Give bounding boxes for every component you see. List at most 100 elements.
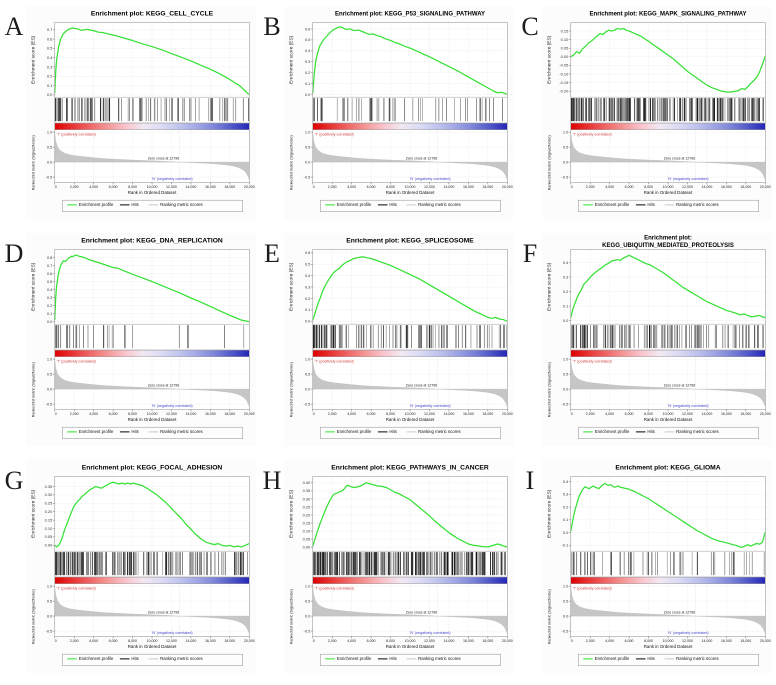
svg-text:4,000: 4,000 — [89, 639, 98, 643]
svg-text:Ranked list metric (Signal2Noi: Ranked list metric (Signal2Noise) — [32, 589, 36, 644]
enrichment-curve — [312, 26, 508, 96]
legend-ranking-metric: Ranking metric scores — [418, 656, 461, 661]
svg-text:0.2: 0.2 — [305, 70, 310, 75]
svg-text:20,000: 20,000 — [244, 412, 255, 416]
positively-correlated-label: 'T' (positively correlated) — [573, 133, 612, 137]
svg-text:0.00: 0.00 — [45, 543, 53, 548]
negatively-correlated-label: 'N' (negatively correlated) — [410, 177, 451, 181]
svg-text:Ranked list metric (Signal2Noi: Ranked list metric (Signal2Noise) — [290, 362, 294, 417]
svg-text:2,000: 2,000 — [328, 185, 337, 189]
svg-text:0.5: 0.5 — [47, 144, 53, 149]
panel-letter: H — [262, 466, 282, 495]
svg-text:0.0: 0.0 — [305, 319, 311, 324]
svg-text:Ranked list metric (Signal2Noi: Ranked list metric (Signal2Noise) — [548, 135, 552, 190]
hits-barcode — [312, 552, 506, 576]
legend: Enrichment profile Hits Ranking metric sco… — [62, 653, 243, 666]
rank-metric-area — [54, 586, 250, 635]
rank-metric-plot: 1.0 0.5 0.0 -0.5 'T' (positively correlated)… — [548, 583, 766, 644]
legend: Enrichment profile Hits Ranking metric sco… — [578, 199, 759, 212]
legend-enrichment-profile: Enrichment profile — [79, 656, 114, 661]
svg-text:0.2: 0.2 — [47, 303, 52, 308]
svg-text:0.0: 0.0 — [47, 92, 53, 97]
panel-letter: C — [521, 12, 539, 41]
zero-cross-label: Zero cross at 12796 — [148, 384, 179, 388]
x-axis-label: Rank in Ordered Dataset — [386, 417, 435, 422]
es-plot: 0.8 0.7 0.6 0.5 0.4 0.3 0.2 0.1 0.0 Enrichment sc… — [31, 249, 250, 325]
svg-text:0.6: 0.6 — [47, 271, 52, 276]
zero-cross-label: Zero cross at 12796 — [406, 157, 437, 161]
svg-text:0.0: 0.0 — [563, 159, 569, 164]
zero-cross-label: Zero cross at 12796 — [664, 157, 695, 161]
svg-text:-0.5: -0.5 — [46, 628, 54, 633]
svg-text:14,000: 14,000 — [444, 185, 455, 189]
panel-letter: D — [4, 239, 24, 268]
svg-text:16,000: 16,000 — [463, 185, 474, 189]
legend-enrichment-profile: Enrichment profile — [595, 429, 630, 434]
svg-text:12,000: 12,000 — [166, 185, 177, 189]
svg-text:0.1: 0.1 — [305, 307, 310, 312]
svg-text:0.5: 0.5 — [305, 371, 311, 376]
svg-text:0.40: 0.40 — [303, 480, 311, 485]
svg-text:2,000: 2,000 — [328, 412, 337, 416]
svg-text:14,000: 14,000 — [444, 412, 455, 416]
panel-letter: B — [263, 12, 281, 41]
svg-text:0.5: 0.5 — [563, 598, 569, 603]
svg-text:20,000: 20,000 — [502, 639, 513, 643]
svg-text:1.0: 1.0 — [563, 356, 569, 361]
svg-text:0.4: 0.4 — [563, 479, 569, 484]
panel-title: Enrichment plot: KEGG_PATHWAYS_IN_CANCER — [331, 465, 489, 472]
panel-cell: F Enrichment plot: KEGG_UBIQUITIN_MEDIATE… — [518, 231, 776, 458]
svg-text:20,000: 20,000 — [760, 185, 771, 189]
zero-cross-label: Zero cross at 12796 — [664, 384, 695, 388]
svg-text:14,000: 14,000 — [702, 639, 713, 643]
x-axis: 0 2,000 4,000 6,000 8,000 10,000 12,000 14,000 1… — [312, 409, 513, 422]
svg-text:12,000: 12,000 — [682, 185, 693, 189]
positively-correlated-label: 'T' (positively correlated) — [57, 587, 96, 591]
svg-text:2,000: 2,000 — [70, 412, 79, 416]
svg-text:0.0: 0.0 — [47, 386, 53, 391]
svg-text:Enrichment plot: KEGG_PATHWAYS: Enrichment plot: KEGG_PATHWAYS_IN_CANCER — [331, 465, 489, 472]
svg-text:20,000: 20,000 — [244, 185, 255, 189]
legend: Enrichment profile Hits Ranking metric sco… — [320, 426, 501, 439]
svg-text:0: 0 — [571, 185, 573, 189]
svg-text:10,000: 10,000 — [405, 185, 416, 189]
svg-text:-0.5: -0.5 — [562, 628, 570, 633]
svg-text:0.3: 0.3 — [563, 274, 568, 279]
gsea-plot: Enrichment plot: KEGG_P53_SIGNALING_PATH… — [284, 6, 514, 219]
svg-text:0.4: 0.4 — [305, 48, 311, 53]
svg-text:6,000: 6,000 — [625, 412, 634, 416]
svg-text:0.5: 0.5 — [305, 37, 311, 42]
svg-text:6,000: 6,000 — [625, 639, 634, 643]
legend: Enrichment profile Hits Ranking metric sco… — [320, 653, 501, 666]
panel-cell: B Enrichment plot: KEGG_P53_SIGNALING_PA… — [260, 4, 518, 231]
svg-text:1.0: 1.0 — [305, 583, 311, 588]
svg-text:0: 0 — [313, 639, 315, 643]
svg-text:6,000: 6,000 — [367, 639, 376, 643]
es-plot: 0.6 0.5 0.4 0.3 0.2 0.1 0.0 Enrichment score (E… — [289, 22, 508, 98]
legend-hits: Hits — [131, 656, 138, 661]
svg-text:Enrichment score (ES): Enrichment score (ES) — [31, 35, 37, 84]
svg-text:-0.5: -0.5 — [562, 401, 570, 406]
zero-cross-label: Zero cross at 12796 — [148, 157, 179, 161]
legend-ranking-metric: Ranking metric scores — [676, 656, 719, 661]
svg-text:18,000: 18,000 — [224, 639, 235, 643]
legend-hits: Hits — [389, 656, 396, 661]
svg-text:Ranked list metric (Signal2Noi: Ranked list metric (Signal2Noise) — [32, 362, 36, 417]
svg-text:20,000: 20,000 — [760, 639, 771, 643]
svg-text:8,000: 8,000 — [128, 639, 137, 643]
svg-text:0.20: 0.20 — [45, 509, 53, 514]
svg-text:0.0: 0.0 — [563, 318, 569, 323]
negatively-correlated-label: 'N' (negatively correlated) — [668, 631, 709, 635]
svg-text:0: 0 — [313, 412, 315, 416]
svg-text:0.0: 0.0 — [563, 530, 569, 535]
svg-text:0.0: 0.0 — [305, 159, 311, 164]
svg-text:4,000: 4,000 — [347, 639, 356, 643]
svg-text:-0.10: -0.10 — [559, 71, 569, 76]
negatively-correlated-label: 'N' (negatively correlated) — [668, 404, 709, 408]
phenotype-gradient-bar — [570, 349, 766, 357]
panel-cell: C Enrichment plot: KEGG_MAPK_SIGNALING_P… — [518, 4, 776, 231]
positively-correlated-label: 'T' (positively correlated) — [315, 360, 354, 364]
rank-metric-area — [54, 132, 250, 181]
svg-text:1.0: 1.0 — [305, 129, 311, 134]
svg-text:Enrichment plot: KEGG_FOCAL_AD: Enrichment plot: KEGG_FOCAL_ADHESION — [82, 465, 223, 472]
